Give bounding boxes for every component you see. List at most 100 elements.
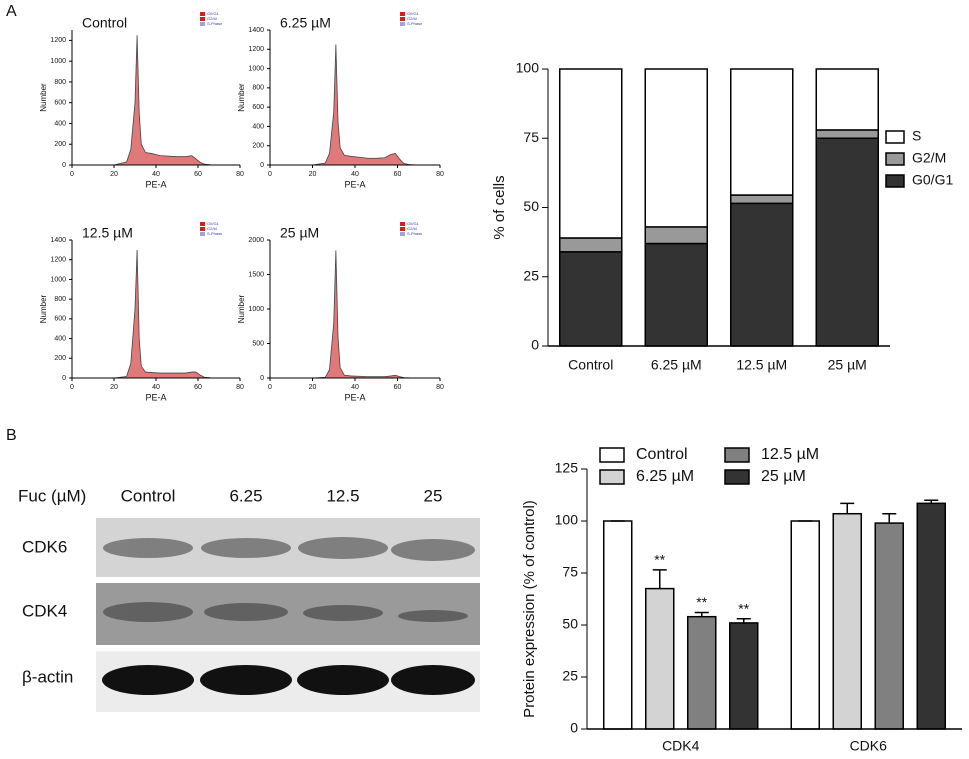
significance-label: ** [738, 600, 749, 616]
legend-label: S-Phase [407, 231, 423, 236]
y-tick-label: 2000 [248, 237, 264, 244]
x-tick-label: Control [568, 357, 613, 373]
y-tick-label: 100 [555, 512, 579, 528]
plot-title: 25 µM [280, 225, 319, 241]
y-tick-label: 600 [54, 316, 66, 323]
bar-segment [644, 226, 708, 245]
y-tick-label: 50 [523, 198, 539, 214]
legend-swatch [400, 222, 405, 226]
bar [729, 622, 759, 730]
legend-label: 12.5 µM [761, 446, 819, 463]
y-tick-label: 125 [555, 460, 579, 476]
x-axis-label: PE-A [145, 179, 166, 189]
bar-segment [730, 194, 794, 205]
legend-swatch [400, 227, 405, 231]
y-axis-label: Number [237, 83, 246, 112]
row-label: CDK4 [22, 601, 67, 620]
legend-label: G2/M [407, 226, 417, 231]
x-tick-label: 40 [152, 384, 160, 391]
y-tick-label: 1000 [248, 306, 264, 313]
legend-label: S [912, 128, 921, 144]
histogram-area [113, 249, 220, 379]
error-bar [652, 569, 667, 589]
y-tick-label: 1200 [248, 46, 264, 53]
bar [916, 502, 946, 730]
x-tick-label: 0 [268, 171, 272, 178]
y-tick-label: 800 [54, 296, 66, 303]
bar-segment [730, 68, 794, 196]
bar [687, 615, 717, 730]
bar-segment [644, 242, 708, 347]
significance-label: ** [654, 552, 665, 568]
bar-segment [559, 251, 623, 347]
legend-label: G0/G1 [407, 11, 420, 16]
x-tick-label: 25 µM [828, 357, 867, 373]
y-tick-label: 0 [62, 162, 66, 169]
histogram-area [312, 44, 419, 166]
bar [832, 512, 862, 730]
bar-segment [559, 237, 623, 253]
legend-label: G0/G1 [912, 172, 953, 188]
y-tick-label: 800 [54, 79, 66, 86]
y-tick-label: 600 [252, 104, 264, 111]
legend-label: 6.25 µM [636, 468, 694, 485]
legend-label: G0/G1 [407, 221, 420, 226]
legend-swatch [724, 447, 750, 463]
y-tick-label: 600 [54, 100, 66, 107]
y-tick-label: 100 [516, 60, 540, 76]
error-bar [840, 502, 855, 514]
legend-swatch [200, 22, 205, 26]
bar-segment [559, 68, 623, 239]
y-tick-label: 400 [252, 123, 264, 130]
legend-swatch [400, 22, 405, 26]
x-tick-label: 80 [436, 384, 444, 391]
histogram-area [312, 250, 419, 379]
x-tick-label: 60 [194, 171, 202, 178]
x-tick-label: 20 [110, 171, 118, 178]
legend-label: S-Phase [207, 21, 223, 26]
x-tick-label: 60 [394, 171, 402, 178]
y-tick-label: 1000 [50, 58, 66, 65]
x-tick-label: 80 [236, 384, 244, 391]
legend-swatch [200, 222, 205, 226]
bar [790, 520, 820, 730]
y-tick-label: 200 [252, 143, 264, 150]
bands [103, 602, 468, 622]
plot-title: Control [82, 15, 127, 31]
western-blot: Fuc (µM) Control 6.25 12.5 25 CDK6 CDK4 … [18, 486, 480, 712]
x-tick-label: 40 [351, 384, 359, 391]
x-tick-label: 6.25 µM [651, 357, 702, 373]
y-axis-label: % of cells [491, 175, 508, 239]
legend-label: S-Phase [407, 21, 423, 26]
legend-swatch [885, 130, 905, 144]
y-tick-label: 800 [252, 85, 264, 92]
y-tick-label: 0 [260, 375, 264, 382]
y-tick-label: 400 [54, 120, 66, 127]
legend-label: S-Phase [207, 231, 223, 236]
x-tick-label: 20 [110, 384, 118, 391]
legend-label: G2/M [407, 16, 417, 21]
row-label: β-actin [22, 667, 73, 686]
panel-label: B [6, 427, 17, 444]
error-bar [924, 499, 939, 504]
legend-label: Control [636, 446, 688, 463]
x-tick-label: CDK4 [662, 738, 700, 754]
legend-swatch [200, 17, 205, 21]
x-tick-label: 80 [436, 171, 444, 178]
x-axis-label: PE-A [145, 392, 166, 402]
bar-segment [644, 68, 708, 228]
y-tick-label: 1500 [248, 271, 264, 278]
legend-swatch [400, 12, 405, 16]
bar [603, 520, 633, 730]
significance-label: ** [696, 594, 707, 610]
y-axis-label: Number [39, 83, 48, 112]
legend-swatch [400, 232, 405, 236]
y-axis-label: Number [237, 294, 246, 323]
legend-swatch [599, 447, 625, 463]
legend-swatch [200, 227, 205, 231]
y-tick-label: 0 [260, 162, 264, 169]
x-tick-label: 40 [351, 171, 359, 178]
histogram-area [113, 35, 220, 166]
bar [874, 522, 904, 730]
